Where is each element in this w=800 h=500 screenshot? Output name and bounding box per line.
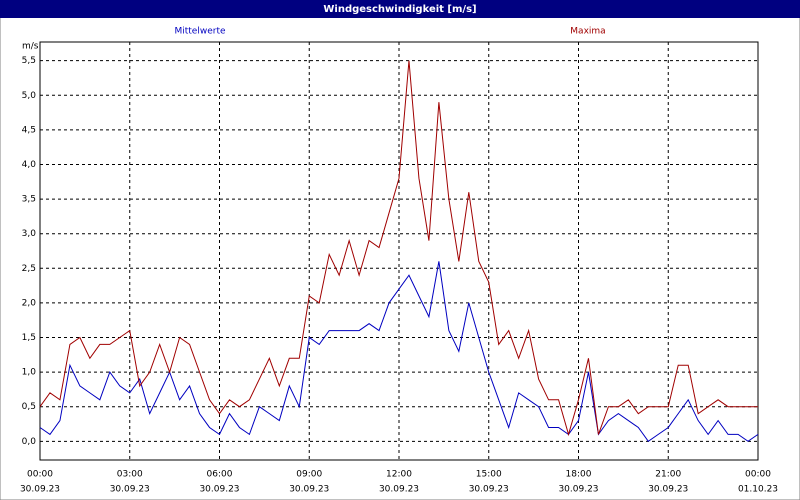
x-tick-date: 30.09.23: [20, 485, 60, 495]
x-tick-date: 30.09.23: [199, 485, 239, 495]
title-bar: [0, 0, 800, 18]
y-tick-label: 1,5: [22, 333, 36, 343]
y-tick-label: 4,5: [22, 125, 36, 135]
y-tick-label: 1,0: [22, 368, 37, 378]
x-tick-date: 30.09.23: [558, 485, 598, 495]
x-tick-date: 30.09.23: [379, 485, 419, 495]
legend-entry: Maxima: [570, 27, 605, 37]
data-line: [39, 60, 758, 437]
legend-entry: Mittelwerte: [174, 27, 225, 37]
y-tick-label: 3,5: [22, 195, 36, 205]
x-tick-date: 30.09.23: [648, 485, 688, 495]
x-tick-date: 30.09.23: [469, 485, 509, 495]
data-line: [39, 261, 759, 443]
x-tick-date: 01.10.23: [738, 485, 778, 495]
y-tick-label: 5,0: [22, 91, 37, 101]
y-tick-label: 2,0: [22, 298, 37, 308]
x-tick-label: 06:00: [207, 470, 233, 480]
y-tick-label: 5,5: [22, 56, 36, 66]
x-tick-label: 03:00: [117, 470, 143, 480]
y-axis-label: m/s: [22, 42, 39, 52]
x-tick-label: 18:00: [566, 470, 592, 480]
x-tick-label: 00:00: [27, 470, 53, 480]
y-tick-label: 4,0: [22, 160, 37, 170]
chart-title: Windgeschwindigkeit [m/s]: [323, 4, 476, 15]
x-tick-label: 12:00: [386, 470, 412, 480]
x-tick-label: 00:00: [745, 470, 771, 480]
y-tick-label: 0,5: [22, 402, 36, 412]
x-tick-label: 09:00: [296, 470, 322, 480]
y-tick-label: 2,5: [22, 264, 36, 274]
x-tick-label: 21:00: [655, 470, 681, 480]
y-tick-label: 0,0: [22, 437, 37, 447]
x-tick-date: 30.09.23: [289, 485, 329, 495]
y-tick-label: 3,0: [22, 229, 37, 239]
x-tick-label: 15:00: [476, 470, 502, 480]
x-tick-date: 30.09.23: [110, 485, 150, 495]
